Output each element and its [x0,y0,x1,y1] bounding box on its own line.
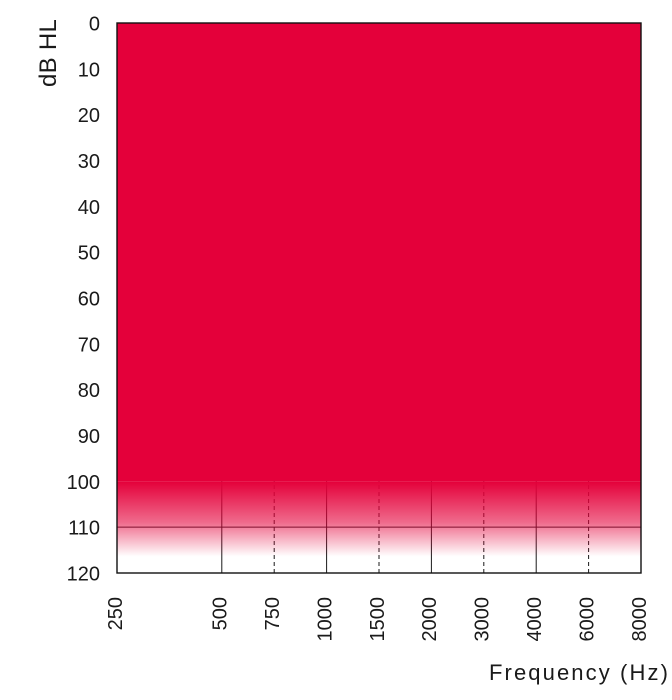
svg-text:90: 90 [78,426,100,448]
svg-text:70: 70 [78,334,100,356]
svg-text:1500: 1500 [367,597,389,642]
svg-text:8000: 8000 [629,597,651,642]
svg-text:Frequency (Hz): Frequency (Hz) [489,660,670,685]
svg-text:50: 50 [78,243,100,265]
svg-text:30: 30 [78,151,100,173]
svg-text:dB HL: dB HL [35,19,62,87]
svg-text:120: 120 [67,564,100,586]
svg-text:0: 0 [89,14,100,36]
svg-text:4000: 4000 [524,597,546,642]
svg-text:40: 40 [78,197,100,219]
svg-text:500: 500 [210,597,232,630]
svg-text:250: 250 [105,597,127,630]
svg-text:3000: 3000 [472,597,494,642]
svg-text:2000: 2000 [419,597,441,642]
svg-text:20: 20 [78,105,100,127]
svg-text:750: 750 [262,597,284,630]
svg-text:10: 10 [78,59,100,81]
svg-text:6000: 6000 [576,597,598,642]
svg-text:1000: 1000 [314,597,336,642]
svg-text:60: 60 [78,289,100,311]
svg-text:80: 80 [78,380,100,402]
svg-text:100: 100 [67,472,100,494]
svg-text:110: 110 [68,518,100,540]
